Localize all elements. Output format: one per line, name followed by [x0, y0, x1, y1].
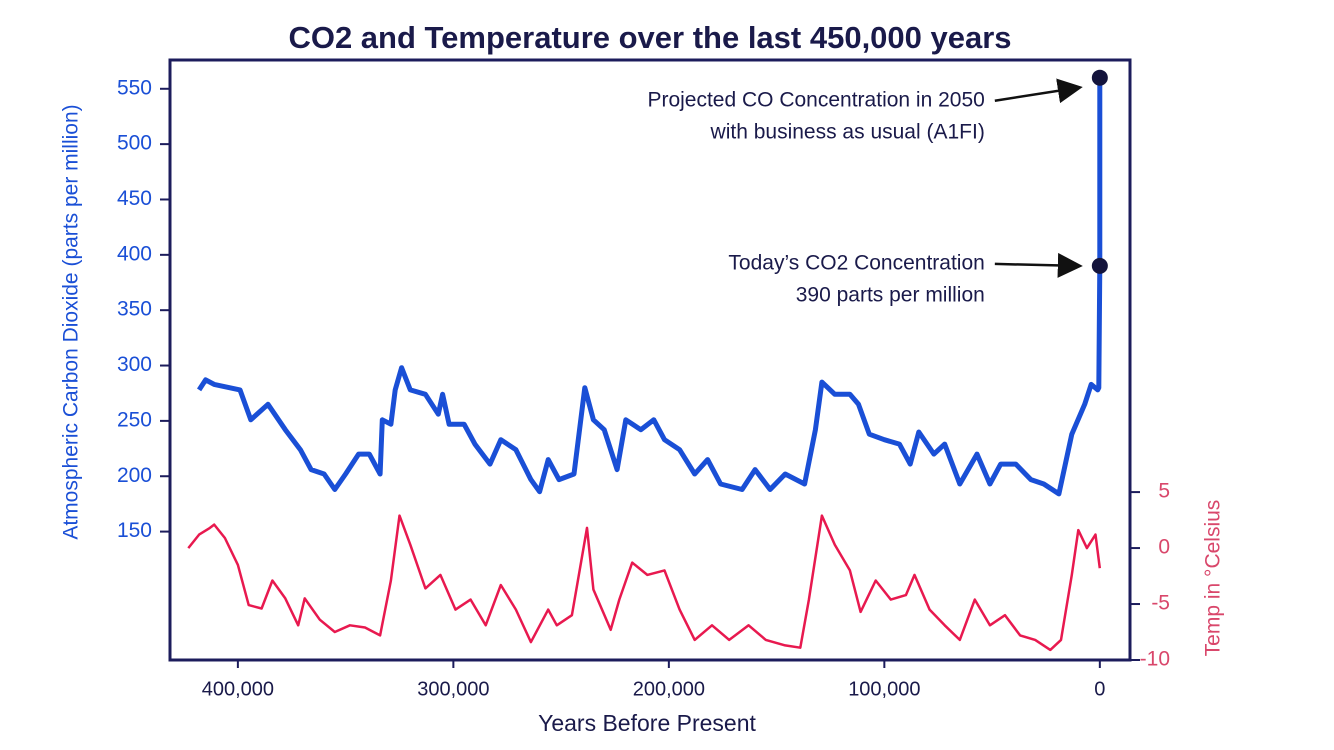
y2-tick-label: 0	[1158, 536, 1170, 559]
data-line	[197, 77, 1103, 497]
annotation-dot	[1091, 69, 1108, 86]
y-tick-label: 250	[117, 408, 152, 431]
annotation-arrow	[994, 252, 1083, 278]
y-tick-label: 200	[117, 464, 152, 487]
y-tick-label: 400	[117, 242, 152, 265]
x-axis-label: Years Before Present	[538, 710, 756, 736]
y-axis-label: Atmospheric Carbon Dioxide (parts per mi…	[60, 104, 83, 539]
y2-tick-label: 5	[1158, 480, 1170, 503]
y-tick-label: 500	[117, 132, 152, 155]
x-tick-label: 300,000	[417, 678, 489, 700]
x-tick-label: 200,000	[633, 678, 705, 700]
annotation-dot	[1091, 257, 1108, 274]
annotation-text: with business as usual (A1FI)	[710, 120, 985, 143]
y-tick-label: 150	[117, 519, 152, 542]
annotation-text: 390 parts per million	[796, 283, 985, 306]
annotation-text: Projected CO Concentration in 2050	[647, 88, 984, 111]
y2-tick-label: -10	[1140, 648, 1170, 671]
annotation-text: Today’s CO2 Concentration	[728, 251, 984, 274]
chart-title: CO2 and Temperature over the last 450,00…	[288, 20, 1011, 55]
x-tick-label: 400,000	[202, 678, 274, 700]
y-tick-label: 350	[117, 298, 152, 321]
x-tick-label: 0	[1094, 678, 1105, 700]
y-tick-label: 300	[117, 353, 152, 376]
annotation-arrow	[994, 78, 1083, 104]
x-tick-label: 100,000	[848, 678, 920, 700]
plot-frame	[168, 58, 1132, 662]
y2-tick-label: -5	[1151, 592, 1170, 615]
y-tick-label: 550	[117, 76, 152, 99]
y2-axis-label: Temp in °Celsius	[1202, 500, 1225, 657]
y-tick-label: 450	[117, 187, 152, 210]
data-line	[187, 514, 1102, 652]
